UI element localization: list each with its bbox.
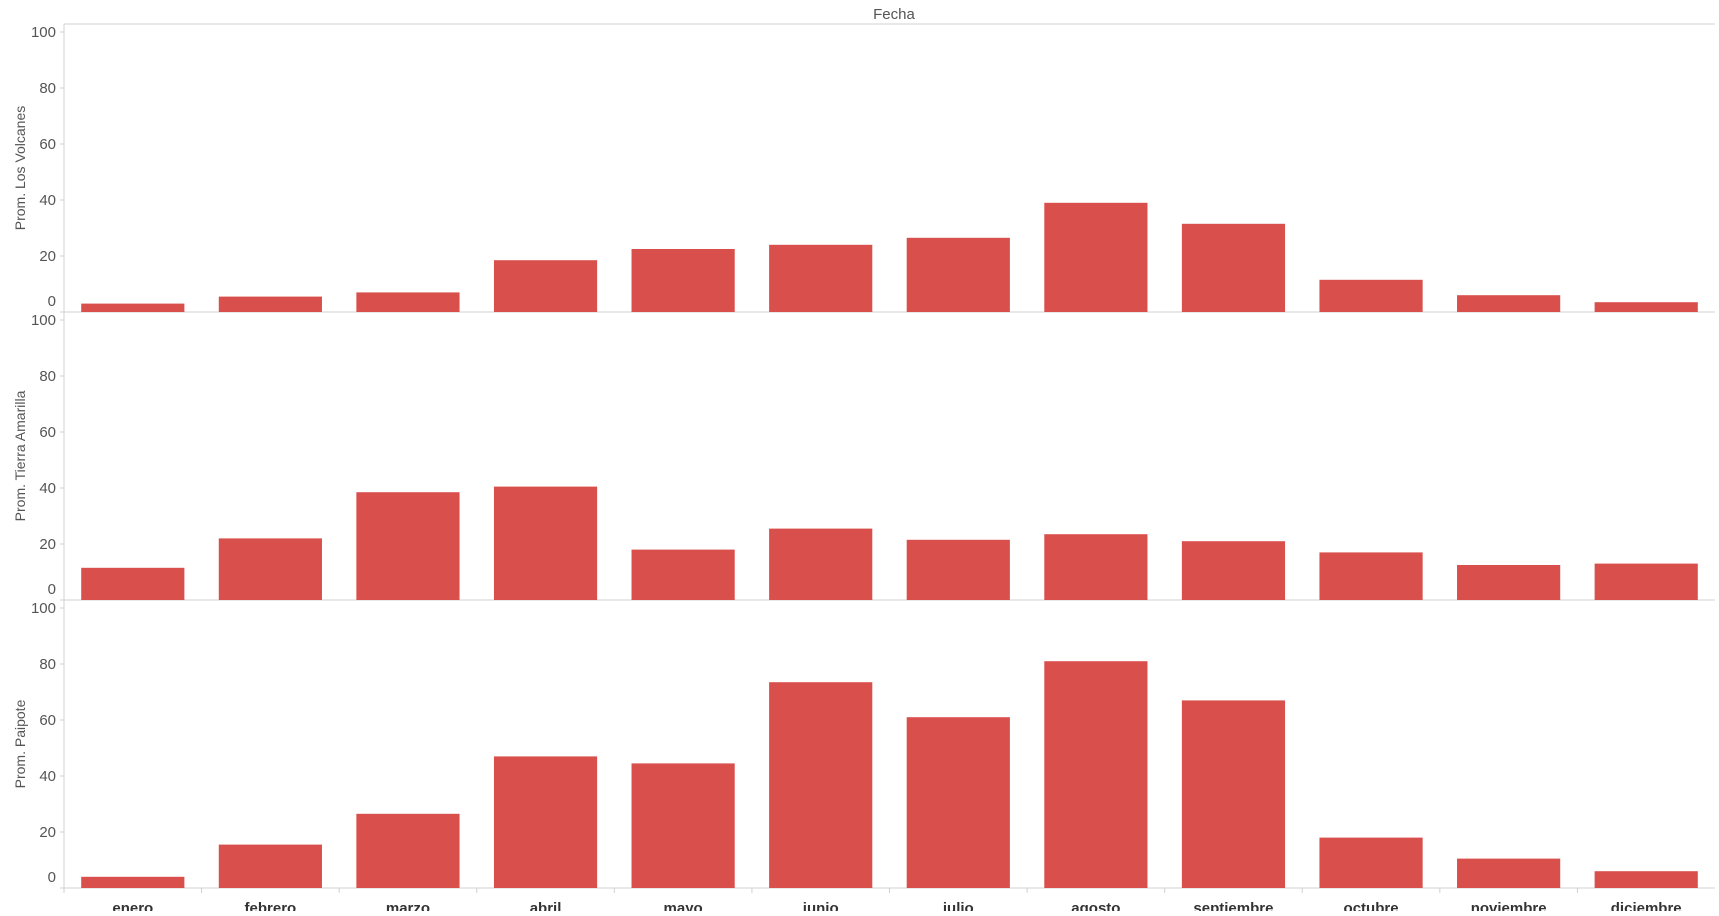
y-tick-label: 100	[31, 312, 56, 329]
bar	[1181, 700, 1286, 888]
y-tick-label: 80	[39, 368, 56, 385]
y-tick-label: 100	[31, 600, 56, 617]
bar	[493, 756, 598, 888]
bar	[356, 492, 460, 600]
bar	[769, 682, 873, 888]
y-tick-label: 20	[39, 824, 56, 841]
x-category-label: septiembre	[1193, 900, 1273, 911]
y-tick-label: 0	[48, 869, 56, 886]
x-category-label: diciembre	[1611, 900, 1682, 911]
y-tick-label: 100	[31, 24, 56, 41]
y-tick-label: 80	[39, 656, 56, 673]
x-category-label: febrero	[245, 900, 297, 911]
bar	[81, 567, 185, 600]
bar	[493, 260, 598, 312]
y-tick-label: 80	[39, 80, 56, 97]
bar	[1319, 552, 1423, 600]
y-tick-label: 20	[39, 248, 56, 265]
bar	[1181, 541, 1286, 600]
x-category-label: agosto	[1071, 900, 1120, 911]
y-tick-label: 40	[39, 768, 56, 785]
y-tick-label: 40	[39, 192, 56, 209]
plot-layer: 0 20 40 60 80 100 Prom. Los Volcanes 0 20 40 60 80 1…	[12, 24, 1715, 916]
series-axis-label: Prom. Tierra Amarilla	[12, 390, 28, 521]
bar	[1457, 858, 1561, 888]
bar	[356, 813, 460, 888]
bar	[218, 844, 322, 888]
x-category-label: mayo	[664, 900, 703, 911]
y-tick-label: 60	[39, 424, 56, 441]
x-category-label: abril	[530, 900, 562, 911]
bar	[631, 763, 735, 888]
bar	[81, 303, 185, 312]
x-category-label: marzo	[386, 900, 430, 911]
bar	[906, 717, 1010, 888]
x-category-label: noviembre	[1471, 900, 1547, 911]
bar	[1319, 279, 1423, 312]
bar	[1044, 661, 1148, 888]
bar	[1594, 871, 1698, 888]
x-category-label: octubre	[1344, 900, 1399, 911]
series-axis-label: Prom. Paipote	[12, 699, 28, 788]
bar	[769, 528, 873, 600]
y-tick-label: 20	[39, 536, 56, 553]
y-tick-label: 0	[48, 581, 56, 598]
y-tick-label: 0	[48, 293, 56, 310]
bar	[631, 549, 735, 600]
bar	[218, 296, 322, 312]
bar	[906, 237, 1010, 312]
y-tick-label: 60	[39, 136, 56, 153]
bar	[493, 486, 598, 600]
bar	[1594, 302, 1698, 312]
bar	[218, 538, 322, 600]
bar	[1457, 565, 1561, 600]
bar	[769, 244, 873, 312]
bar	[1594, 563, 1698, 600]
chart-title: Fecha	[873, 6, 915, 23]
bar	[1319, 837, 1423, 888]
x-category-label: junio	[802, 900, 839, 911]
bar	[1044, 202, 1148, 312]
bar	[906, 539, 1010, 600]
bar	[1181, 223, 1286, 312]
series-axis-label: Prom. Los Volcanes	[12, 106, 28, 231]
y-tick-label: 60	[39, 712, 56, 729]
y-tick-label: 40	[39, 480, 56, 497]
bar	[356, 292, 460, 312]
bar	[631, 249, 735, 312]
bar	[1457, 295, 1561, 312]
bar	[1044, 534, 1148, 600]
x-category-label: julio	[942, 900, 974, 911]
bar	[81, 876, 185, 888]
x-category-label: enero	[112, 900, 153, 911]
